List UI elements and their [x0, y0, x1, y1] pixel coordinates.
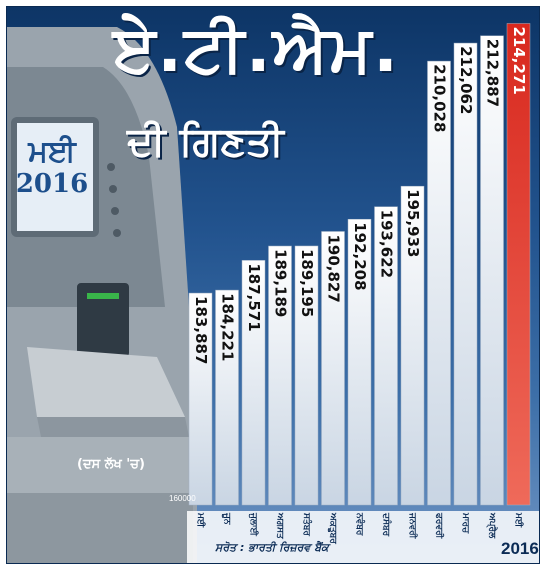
category-label-10: ਫਰਵਰੀ	[434, 512, 446, 540]
category-label-3: ਜੁਲਾਈ	[248, 512, 260, 537]
subtitle: ਦੀ ਗਿਣਤੀ	[127, 119, 284, 165]
bar-9	[400, 185, 425, 506]
title: ਏ.ਟੀ.ਐਮ.	[113, 13, 400, 87]
year-label: 2016	[501, 539, 539, 558]
category-label-12: ਅਪ੍ਰੈਲ	[486, 512, 498, 539]
category-label-9: ਜਨਵਰੀ	[407, 512, 419, 540]
bar-7	[347, 218, 372, 506]
bar-chart: 183,887 ਮਈ 184,221 ਜੂਨ 187,571 ਜੁਲਾਈ 189,189 ਅਗ…	[169, 23, 539, 563]
bar-3	[241, 260, 266, 506]
infographic-frame: ਮਈ 2016 ਏ.ਟੀ.ਐਮ. ਦੀ ਗਿਣਤੀ (ਦਸ ਲੱਖ 'ਚ) 18…	[6, 6, 540, 564]
category-label-2: ਜੂਨ	[220, 512, 231, 525]
value-label-10: 210,028	[431, 64, 449, 132]
value-label-9: 195,933	[404, 189, 422, 257]
atm-machine-illustration	[7, 27, 197, 563]
baseline-label: 160000	[169, 494, 196, 503]
value-label-2: 184,221	[219, 293, 237, 361]
value-label-1: 183,887	[192, 296, 210, 364]
bar-6	[321, 231, 345, 506]
bar-11	[453, 42, 478, 506]
category-label-8: ਦਸੰਬਰ	[381, 512, 394, 537]
atm-screen-text: ਮਈ 2016	[15, 134, 89, 200]
category-label-11: ਮਾਰਚ	[460, 512, 470, 534]
category-label-5: ਸਤੰਬਰ	[301, 512, 314, 536]
value-label-3: 187,571	[245, 263, 263, 331]
bar-12	[480, 35, 504, 506]
value-label-11: 212,062	[457, 46, 475, 114]
screen-year: 2016	[15, 169, 89, 199]
bar-13	[506, 23, 531, 506]
unit-note: (ਦਸ ਲੱਖ 'ਚ)	[77, 457, 145, 472]
bar-4	[268, 245, 292, 506]
category-label-13: ਮਈ	[513, 512, 525, 528]
value-label-8: 193,622	[378, 210, 396, 278]
screen-month: ਮਈ	[28, 134, 76, 169]
value-label-4: 189,189	[272, 249, 290, 317]
category-label-7: ਨਵੰਬਰ	[354, 512, 367, 536]
bar-5	[294, 245, 319, 506]
value-label-5: 189,195	[298, 249, 316, 317]
bar-10	[427, 60, 451, 506]
value-label-7: 192,208	[351, 222, 369, 290]
category-label-6: ਅਕਤੂਬਰ	[326, 512, 337, 544]
category-label-4: ਅਗਸਤ	[275, 512, 285, 540]
bar-2	[215, 289, 239, 506]
category-strip	[187, 511, 539, 563]
value-label-6: 190,827	[325, 234, 343, 302]
bar-1	[188, 292, 213, 506]
source-note: ਸਰੋਤ : ਭਾਰਤੀ ਰਿਜ਼ਰਵ ਬੈਂਕ	[215, 541, 329, 554]
category-label-1: ਮਈ	[195, 512, 207, 528]
bar-8	[374, 206, 398, 506]
value-label-13: 214,271	[510, 26, 528, 94]
value-label-12: 212,887	[484, 39, 502, 107]
